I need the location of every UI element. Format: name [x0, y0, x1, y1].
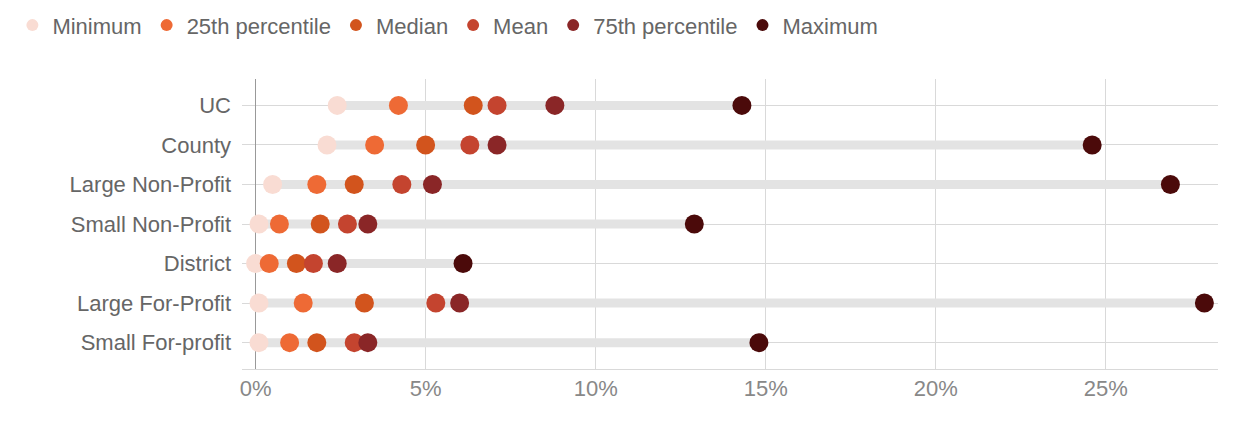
svg-text:Minimum: Minimum	[52, 14, 141, 39]
svg-text:District: District	[164, 251, 231, 276]
svg-text:Large Non-Profit: Large Non-Profit	[70, 172, 231, 197]
svg-text:Large For-Profit: Large For-Profit	[77, 291, 231, 316]
svg-text:5%: 5%	[410, 376, 442, 401]
svg-text:10%: 10%	[574, 376, 618, 401]
svg-text:Maximum: Maximum	[782, 14, 877, 39]
svg-text:Mean: Mean	[493, 14, 548, 39]
svg-text:20%: 20%	[914, 376, 958, 401]
svg-text:Small Non-Profit: Small Non-Profit	[71, 212, 231, 237]
svg-text:25%: 25%	[1084, 376, 1128, 401]
svg-text:County: County	[161, 133, 231, 158]
svg-text:UC: UC	[199, 93, 231, 118]
svg-text:25th percentile: 25th percentile	[187, 14, 331, 39]
svg-text:Small For-profit: Small For-profit	[81, 330, 231, 355]
svg-text:0%: 0%	[240, 376, 272, 401]
svg-text:75th percentile: 75th percentile	[593, 14, 737, 39]
svg-text:Median: Median	[376, 14, 448, 39]
svg-text:15%: 15%	[744, 376, 788, 401]
